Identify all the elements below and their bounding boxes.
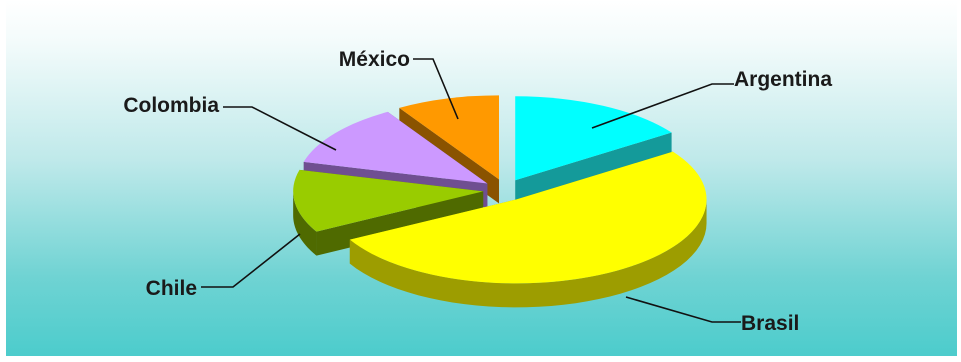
leader-line-méxico xyxy=(413,58,459,120)
slice-top xyxy=(349,151,707,284)
slice-rim xyxy=(293,191,317,256)
slice-wall xyxy=(515,132,672,205)
slice-top xyxy=(399,95,500,180)
leader-line-brasil xyxy=(625,296,741,323)
slice-top xyxy=(515,96,672,181)
label-argentina: Argentina xyxy=(734,68,832,91)
leader-line-chile xyxy=(201,233,301,288)
slice-top xyxy=(303,111,488,184)
slice-top xyxy=(293,169,484,232)
label-méxico: México xyxy=(339,48,410,71)
pie-slice-brasil xyxy=(349,151,707,308)
pie-slice-argentina xyxy=(515,96,672,205)
label-colombia: Colombia xyxy=(123,94,219,117)
slice-rim xyxy=(349,199,707,308)
leader-line-colombia xyxy=(223,106,337,151)
label-brasil: Brasil xyxy=(741,312,799,335)
leader-line-argentina xyxy=(591,83,734,129)
label-chile: Chile xyxy=(146,277,197,300)
